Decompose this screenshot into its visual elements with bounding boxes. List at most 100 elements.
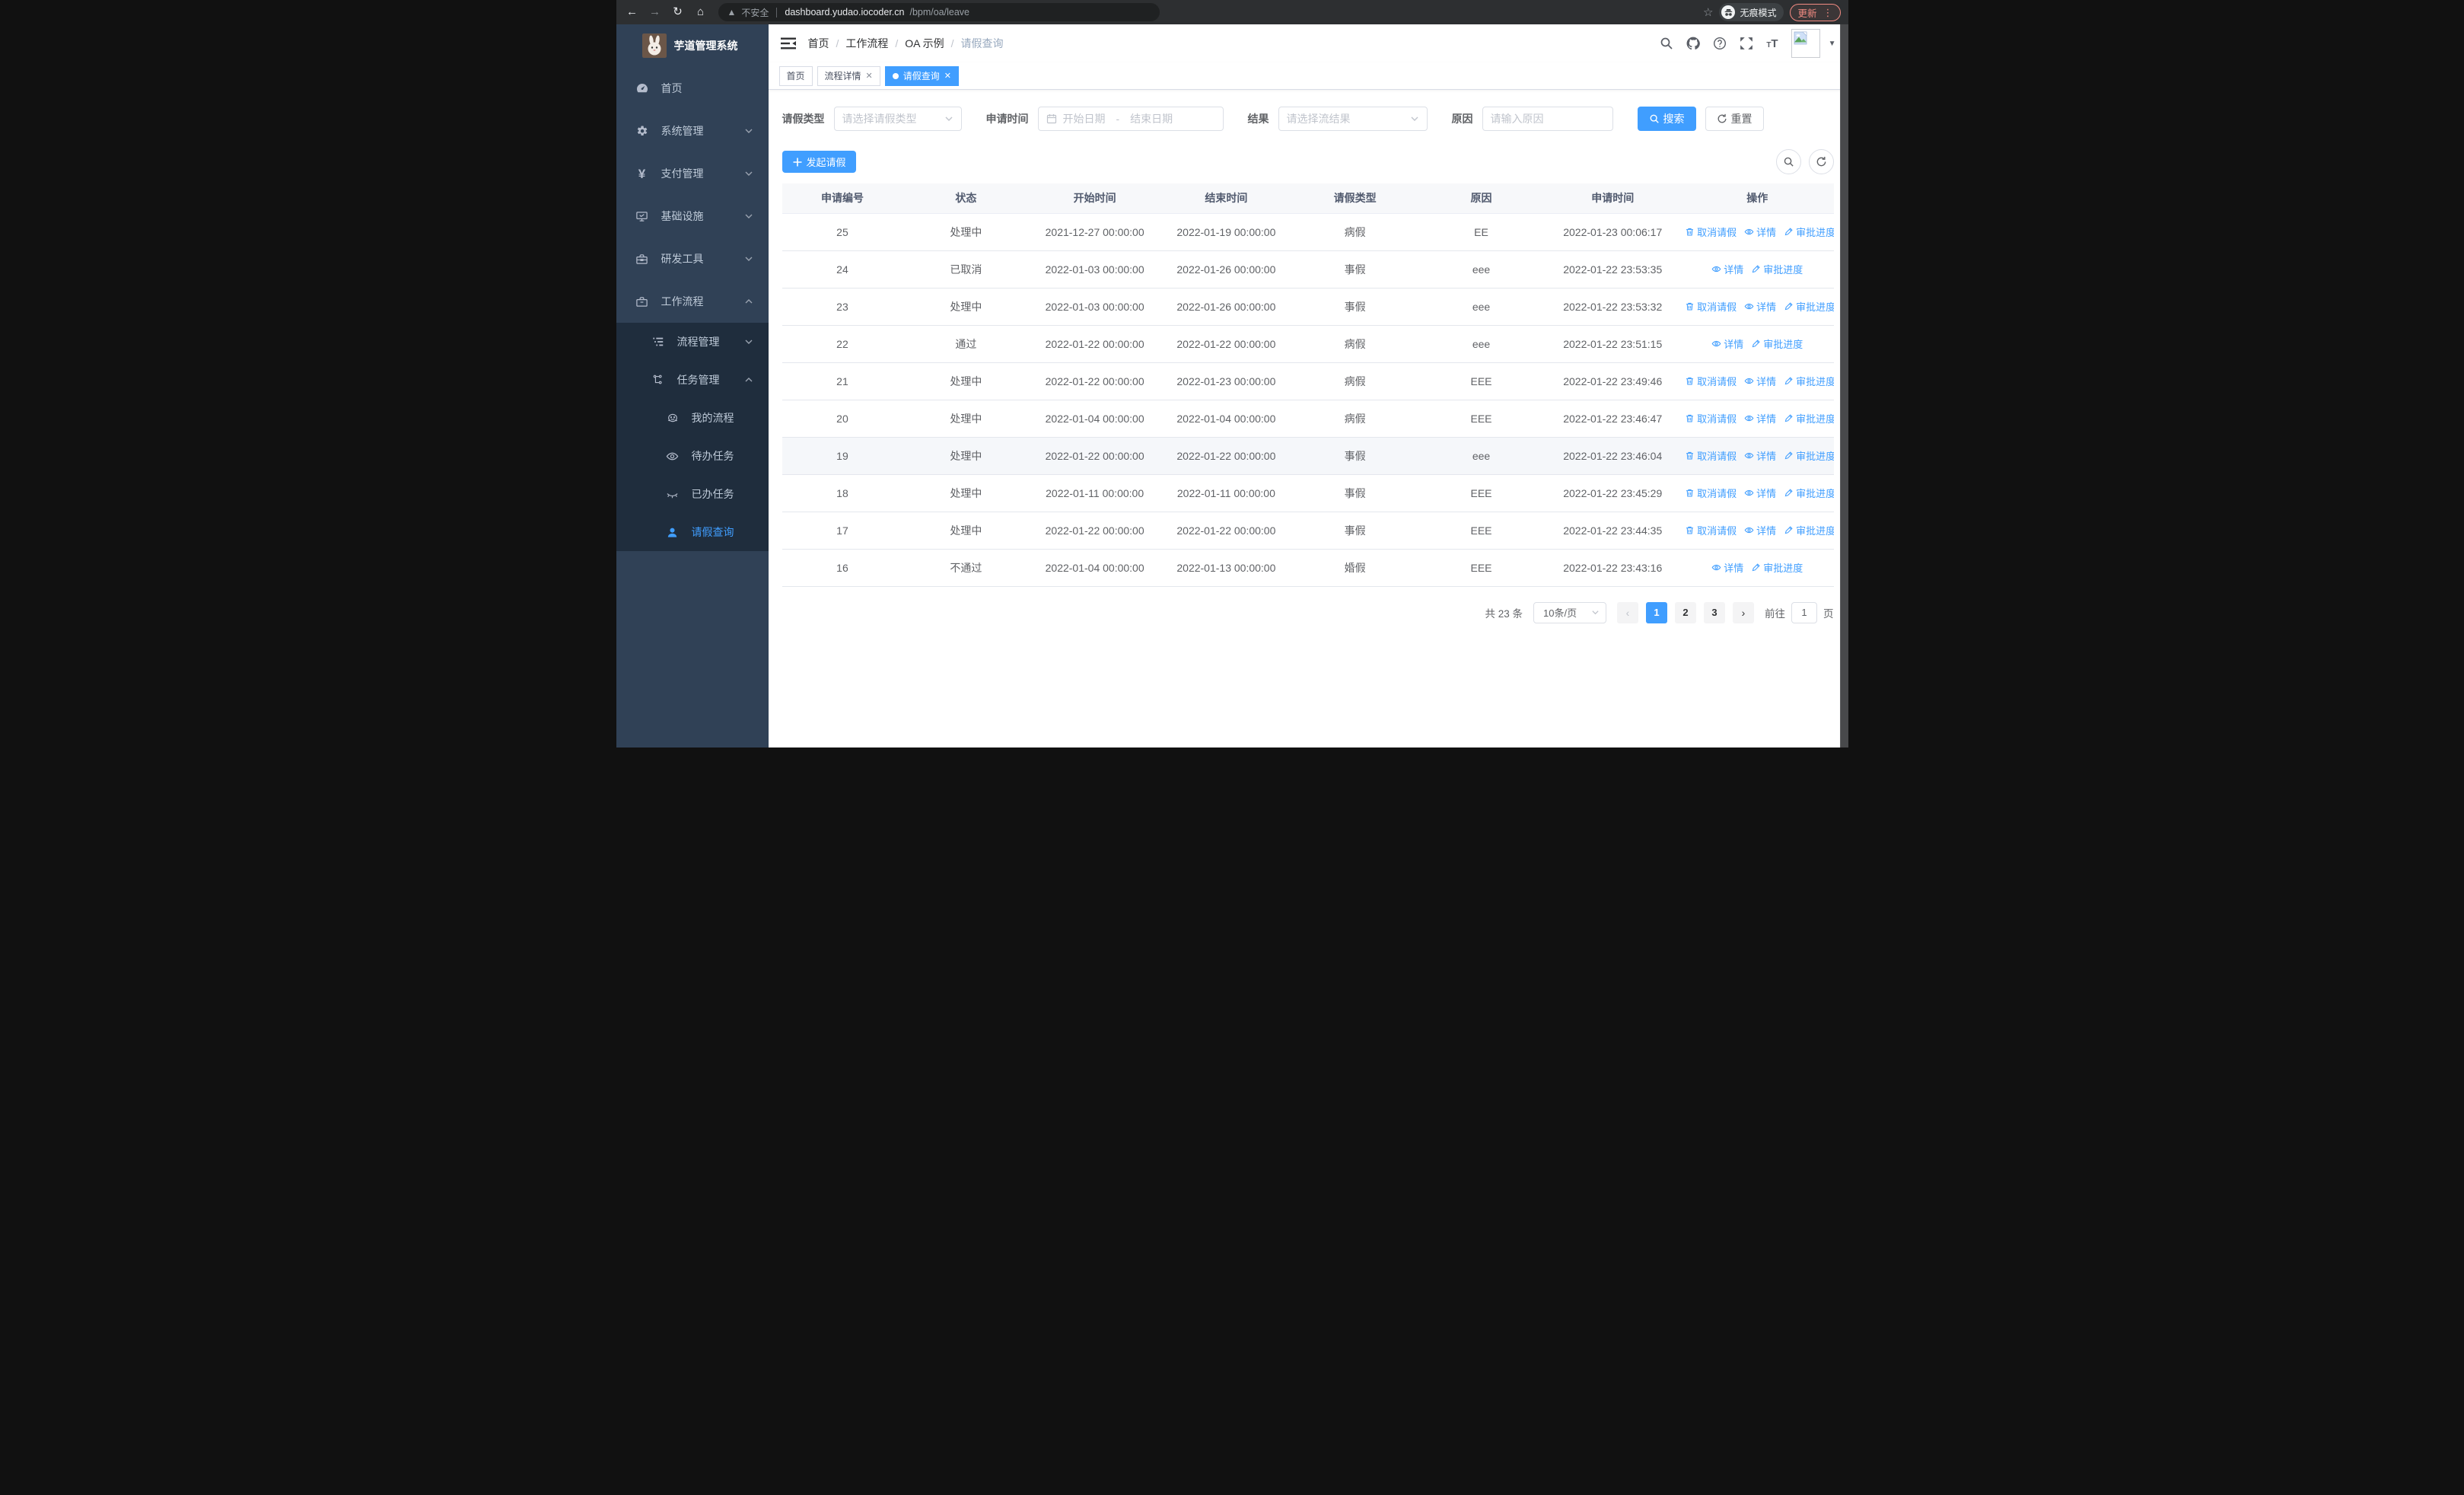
bookmark-star-icon[interactable]: ☆ bbox=[1703, 6, 1714, 19]
breadcrumb-home[interactable]: 首页 bbox=[807, 37, 829, 49]
breadcrumb-oa-example[interactable]: OA 示例 bbox=[905, 37, 944, 49]
detail-link[interactable]: 详情 bbox=[1711, 560, 1743, 575]
cancel-leave-link[interactable]: 取消请假 bbox=[1685, 225, 1737, 239]
actions-cell: 取消请假 详情 审批进度 bbox=[1681, 437, 1834, 475]
search-button[interactable]: 搜索 bbox=[1637, 107, 1696, 131]
cancel-leave-link[interactable]: 取消请假 bbox=[1685, 448, 1737, 463]
browser-reload-icon[interactable]: ↻ bbox=[673, 5, 683, 18]
approval-progress-link[interactable]: 审批进度 bbox=[1784, 523, 1834, 537]
goto-page-input[interactable] bbox=[1791, 601, 1817, 623]
next-page-button[interactable]: › bbox=[1733, 601, 1754, 623]
breadcrumb-workflow[interactable]: 工作流程 bbox=[845, 37, 889, 49]
sidebar-item-payment[interactable]: ¥ 支付管理 bbox=[616, 152, 769, 195]
approval-progress-link[interactable]: 审批进度 bbox=[1784, 299, 1834, 314]
approval-progress-link[interactable]: 审批进度 bbox=[1751, 336, 1803, 351]
approval-progress-link[interactable]: 审批进度 bbox=[1784, 411, 1834, 426]
start-time-cell: 2022-01-04 00:00:00 bbox=[1029, 400, 1160, 438]
cancel-leave-link[interactable]: 取消请假 bbox=[1685, 523, 1737, 537]
browser-scrollbar[interactable] bbox=[1839, 24, 1848, 748]
create-leave-button[interactable]: 发起请假 bbox=[782, 151, 856, 173]
goto-unit-label: 页 bbox=[1823, 607, 1834, 620]
breadcrumb: 首页 / 工作流程 / OA 示例 / 请假查询 bbox=[808, 36, 1004, 51]
trash-icon bbox=[1686, 302, 1694, 311]
detail-link[interactable]: 详情 bbox=[1744, 448, 1776, 463]
tab-process-detail[interactable]: 流程详情 ✕ bbox=[817, 65, 880, 86]
sidebar-item-my-process[interactable]: 我的流程 bbox=[616, 399, 769, 437]
page-button-1[interactable]: 1 bbox=[1646, 601, 1667, 623]
prev-page-button[interactable]: ‹ bbox=[1617, 601, 1638, 623]
page-content: 请假类型 请选择请假类型 申请时间 开始日期 - 结束日期 bbox=[769, 90, 1848, 748]
app-logo[interactable]: 芋道管理系统 bbox=[616, 24, 769, 67]
detail-link[interactable]: 详情 bbox=[1744, 523, 1776, 537]
sidebar-item-task-mgmt[interactable]: 任务管理 bbox=[616, 361, 769, 399]
leave-table-body: 25 处理中 2021-12-27 00:00:00 2022-01-19 00:00… bbox=[782, 213, 1834, 587]
sidebar-collapse-icon[interactable] bbox=[780, 37, 796, 49]
sidebar-item-done-tasks[interactable]: 已办任务 bbox=[616, 475, 769, 513]
help-icon[interactable] bbox=[1713, 37, 1727, 50]
cancel-leave-link[interactable]: 取消请假 bbox=[1685, 299, 1737, 314]
browser-update-button[interactable]: 更新 ⋮ bbox=[1790, 3, 1841, 21]
avatar-caret-icon[interactable]: ▼ bbox=[1828, 39, 1836, 48]
detail-link[interactable]: 详情 bbox=[1744, 374, 1776, 388]
fullscreen-icon[interactable] bbox=[1740, 37, 1753, 50]
robot-icon bbox=[666, 411, 680, 425]
detail-link[interactable]: 详情 bbox=[1744, 411, 1776, 426]
tab-leave-query[interactable]: 请假查询 ✕ bbox=[884, 65, 959, 86]
sidebar-item-system[interactable]: 系统管理 bbox=[616, 110, 769, 152]
sidebar-item-leave-query[interactable]: 请假查询 bbox=[616, 513, 769, 551]
actions-cell: 详情 审批进度 bbox=[1681, 549, 1834, 587]
start-time-cell: 2022-01-22 00:00:00 bbox=[1029, 437, 1160, 475]
sidebar-item-todo-tasks[interactable]: 待办任务 bbox=[616, 437, 769, 475]
reset-button[interactable]: 重置 bbox=[1705, 107, 1764, 131]
trash-icon bbox=[1686, 526, 1694, 534]
detail-link[interactable]: 详情 bbox=[1711, 262, 1743, 276]
font-size-icon[interactable]: TT bbox=[1766, 37, 1778, 50]
reason-cell: EEE bbox=[1418, 362, 1545, 400]
sidebar-item-devtools[interactable]: 研发工具 bbox=[616, 237, 769, 280]
result-select[interactable]: 请选择流结果 bbox=[1278, 107, 1428, 131]
page-button-2[interactable]: 2 bbox=[1675, 601, 1696, 623]
header-search-icon[interactable] bbox=[1660, 37, 1673, 50]
end-time-cell: 2022-01-22 00:00:00 bbox=[1160, 512, 1292, 550]
close-icon[interactable]: ✕ bbox=[944, 72, 951, 81]
header-start-time: 开始时间 bbox=[1029, 183, 1160, 214]
cancel-leave-link[interactable]: 取消请假 bbox=[1685, 411, 1737, 426]
approval-progress-link[interactable]: 审批进度 bbox=[1751, 262, 1803, 276]
approval-progress-link[interactable]: 审批进度 bbox=[1751, 560, 1803, 575]
approval-progress-link[interactable]: 审批进度 bbox=[1784, 374, 1834, 388]
detail-link[interactable]: 详情 bbox=[1744, 486, 1776, 500]
show-search-button[interactable] bbox=[1775, 149, 1801, 174]
approval-progress-link[interactable]: 审批进度 bbox=[1784, 486, 1834, 500]
dashboard-icon bbox=[635, 81, 649, 95]
page-size-select[interactable]: 10条/页 bbox=[1533, 601, 1606, 623]
reason-cell: eee bbox=[1418, 288, 1545, 326]
apply-time-range-picker[interactable]: 开始日期 - 结束日期 bbox=[1037, 107, 1224, 131]
detail-link[interactable]: 详情 bbox=[1711, 336, 1743, 351]
sidebar-item-workflow[interactable]: 工作流程 bbox=[616, 280, 769, 323]
address-bar[interactable]: ▲ 不安全 dashboard.yudao.iocoder.cn/bpm/oa/… bbox=[718, 3, 1160, 21]
leave-type-select[interactable]: 请选择请假类型 bbox=[833, 107, 962, 131]
tab-home[interactable]: 首页 bbox=[778, 65, 813, 86]
approval-progress-link[interactable]: 审批进度 bbox=[1784, 448, 1834, 463]
refresh-table-button[interactable] bbox=[1808, 149, 1834, 174]
sidebar-item-home[interactable]: 首页 bbox=[616, 67, 769, 110]
close-icon[interactable]: ✕ bbox=[865, 72, 873, 81]
avatar[interactable] bbox=[1791, 29, 1820, 58]
reason-input[interactable] bbox=[1482, 107, 1613, 131]
page-button-3[interactable]: 3 bbox=[1704, 601, 1725, 623]
status-cell: 处理中 bbox=[903, 512, 1030, 550]
detail-link[interactable]: 详情 bbox=[1744, 299, 1776, 314]
detail-link[interactable]: 详情 bbox=[1744, 225, 1776, 239]
sidebar-item-process-mgmt[interactable]: 流程管理 bbox=[616, 323, 769, 361]
browser-forward-icon[interactable]: → bbox=[649, 5, 661, 18]
cancel-leave-link[interactable]: 取消请假 bbox=[1685, 374, 1737, 388]
github-icon[interactable] bbox=[1686, 37, 1701, 50]
browser-home-icon[interactable]: ⌂ bbox=[696, 5, 705, 18]
browser-menu-icon[interactable]: ⋮ bbox=[1823, 6, 1833, 18]
sidebar-item-infra[interactable]: 基础设施 bbox=[616, 195, 769, 237]
apply-time-cell: 2022-01-22 23:49:46 bbox=[1544, 362, 1682, 400]
approval-progress-link[interactable]: 审批进度 bbox=[1784, 225, 1834, 239]
browser-back-icon[interactable]: ← bbox=[626, 5, 638, 18]
eye-open-icon bbox=[666, 449, 680, 463]
cancel-leave-link[interactable]: 取消请假 bbox=[1685, 486, 1737, 500]
